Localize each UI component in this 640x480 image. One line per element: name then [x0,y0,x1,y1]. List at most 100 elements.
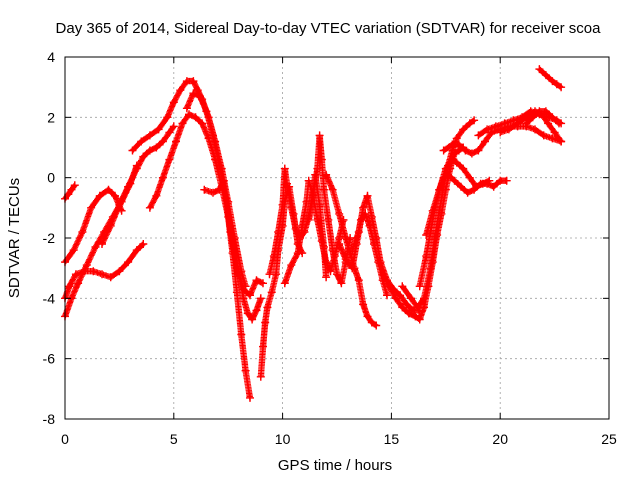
data-point [280,164,289,173]
data-point [504,125,513,134]
data-point [481,137,489,146]
data-point [158,137,167,146]
series-trace [379,144,467,323]
data-point [452,134,461,143]
data-point [87,203,96,212]
data-point [404,309,413,318]
data-point [182,104,191,113]
data-point [367,318,376,327]
y-tick-label: -2 [43,230,56,246]
data-point [328,185,337,194]
data-point [65,282,74,291]
data-point [378,270,387,279]
data-point [191,113,200,122]
data-point [139,240,148,248]
data-point [256,294,265,303]
data-point [474,131,483,140]
y-tick-label: -4 [43,290,56,306]
data-point [550,128,559,137]
data-point [454,140,463,149]
data-point [165,155,174,164]
data-point [71,270,80,279]
data-point [106,273,115,282]
data-point [202,107,211,116]
data-point [500,119,509,128]
data-point [398,282,407,291]
data-point [239,285,248,294]
data-point [104,185,113,194]
data-point [348,264,357,273]
data-point [246,291,254,300]
x-tick-label: 25 [601,431,617,447]
data-point [426,264,435,273]
data-point [324,215,333,224]
data-point [91,243,100,251]
data-point [280,279,289,288]
data-point [267,288,276,297]
data-point [548,77,557,86]
data-point [137,137,146,146]
data-point [463,188,472,197]
x-tick-label: 0 [61,431,69,447]
data-point [128,146,137,155]
y-tick-label: 2 [47,109,55,125]
series-arc-05 [98,122,178,248]
data-point [95,191,104,200]
data-point [158,173,167,182]
x-tick-labels: 0 5 10 15 20 25 [61,431,617,447]
data-point [544,119,553,128]
y-tick-labels: -8 -6 -4 -2 0 2 4 [43,49,56,427]
data-point [398,303,407,312]
data-point [278,200,287,209]
data-point [317,237,326,245]
data-point [313,215,322,224]
data-point [461,146,470,155]
data-point [185,110,193,119]
data-point [457,182,465,191]
data-point [335,240,344,248]
data-point [261,318,270,327]
data-point [252,306,261,315]
data-point [385,282,394,291]
data-point [413,303,422,312]
data-point [209,188,217,197]
data-point [422,252,431,261]
data-point [172,137,180,146]
data-point [496,128,505,137]
data-point [467,149,476,158]
data-point [209,131,217,140]
data-point [441,164,450,173]
data-point [348,246,357,255]
series-arc-18 [398,116,479,312]
data-point [163,113,172,122]
data-point [367,212,376,221]
data-point [472,182,481,191]
data-point [509,116,518,125]
data-point [263,303,272,312]
data-point [459,125,468,134]
data-point [246,393,254,402]
data-point [363,191,372,200]
grid [65,57,609,419]
data-point [333,270,341,279]
data-point [428,206,437,215]
data-point [459,164,468,173]
data-point [169,122,178,131]
y-axis-label: SDTVAR / TECUs [6,178,23,298]
data-point [322,273,331,282]
data-point [522,119,531,128]
data-point [222,194,230,203]
data-point [322,170,331,179]
data-point [539,131,548,140]
data-point [450,176,459,185]
data-point [548,134,557,143]
data-point [359,300,368,309]
data-point [132,246,141,255]
data-point [145,146,154,155]
data-point [287,261,296,270]
data-point [531,125,539,134]
data-point [291,224,300,233]
data-point [415,315,424,324]
data-point [215,185,224,194]
data-point [80,267,89,276]
